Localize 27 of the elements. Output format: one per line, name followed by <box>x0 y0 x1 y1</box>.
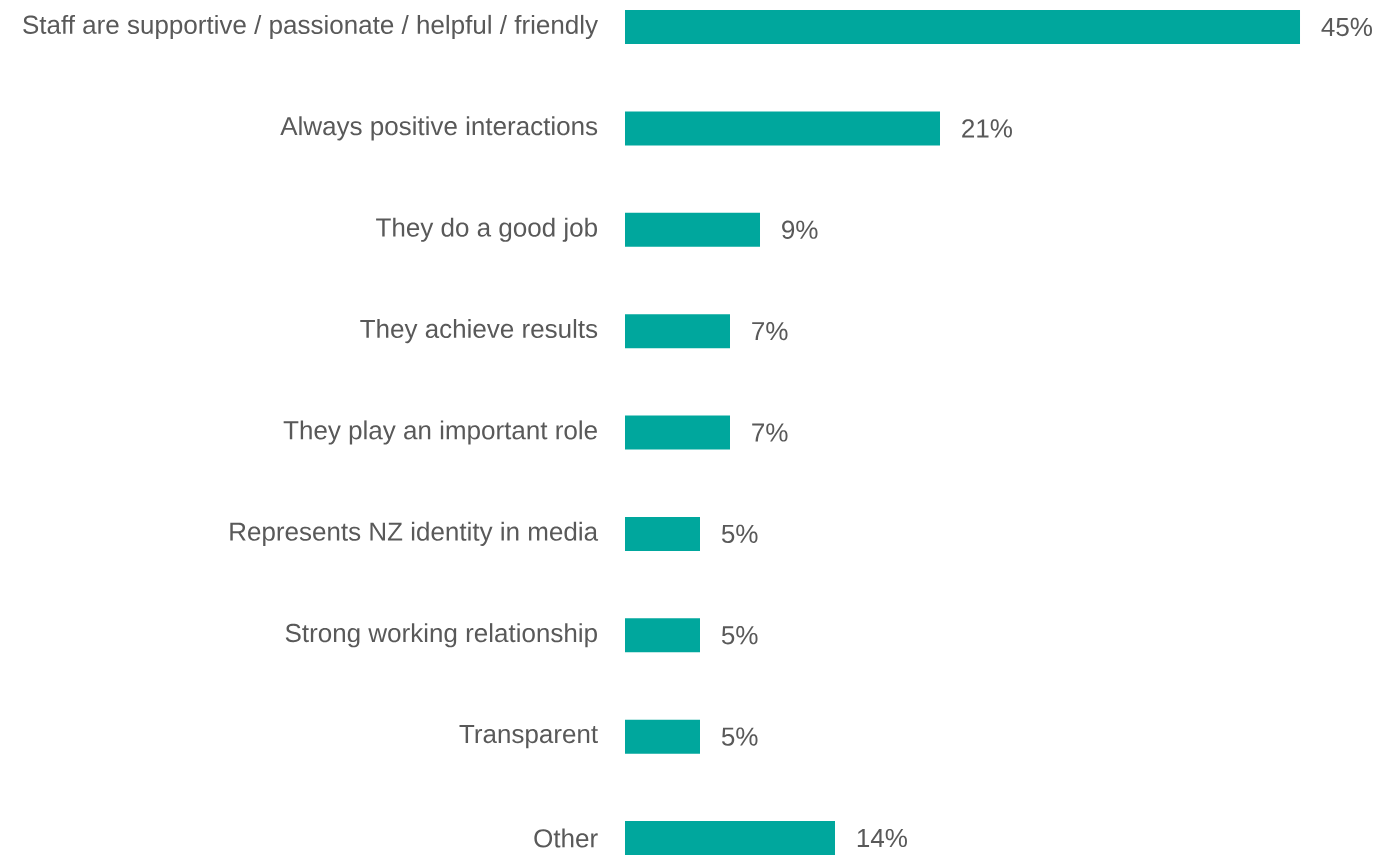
bar <box>625 821 835 855</box>
y-tick-label: Strong working relationship <box>285 623 597 648</box>
bar <box>625 415 730 450</box>
y-tick-label: Always positive interactions <box>280 116 598 141</box>
data-label: 5% <box>721 524 758 544</box>
data-label: 7% <box>752 322 788 341</box>
bar <box>625 314 730 349</box>
data-label: 5% <box>721 727 758 746</box>
y-tick-label: Staff are supportive / passionate / helpful / friendly <box>23 14 598 40</box>
bar <box>625 10 1301 44</box>
y-tick-label: Represents NZ identity in media <box>230 521 599 546</box>
data-label: 7% <box>752 423 788 442</box>
data-label: 45% <box>1321 17 1372 37</box>
y-tick-label: Transparent <box>459 724 598 749</box>
bar <box>625 618 700 653</box>
bar <box>625 111 940 146</box>
bar <box>625 212 760 247</box>
y-tick-label: They play an important role <box>283 420 597 445</box>
bar <box>625 719 700 754</box>
bar <box>625 516 700 551</box>
data-label: 14% <box>857 828 907 848</box>
data-label: 9% <box>782 220 818 239</box>
data-label: 5% <box>721 626 758 645</box>
y-tick-label: They do a good job <box>376 217 597 242</box>
y-tick-label: They achieve results <box>360 319 598 344</box>
data-label: 21% <box>962 119 1012 138</box>
y-tick-label: Other <box>534 828 598 848</box>
